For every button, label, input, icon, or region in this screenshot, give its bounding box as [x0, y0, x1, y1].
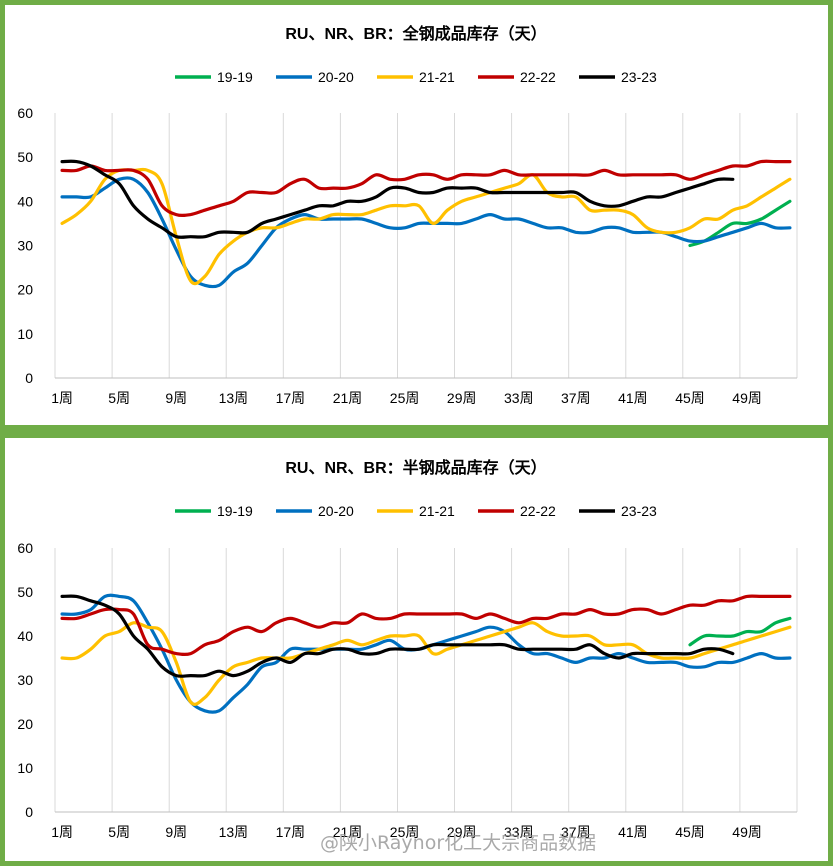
gridlines: [54, 113, 798, 378]
legend-label: 19-19: [217, 503, 253, 519]
y-tick-label: 20: [17, 716, 33, 732]
y-tick-label: 50: [17, 584, 33, 600]
x-tick-label: 1周: [51, 390, 73, 406]
x-tick-label: 9周: [165, 824, 187, 840]
y-tick-label: 30: [17, 672, 33, 688]
x-tick-label: 29周: [447, 824, 477, 840]
y-tick-label: 10: [17, 326, 33, 342]
series-line-23-23: [60, 159, 735, 239]
x-tick-label: 17周: [276, 390, 306, 406]
y-tick-label: 60: [17, 105, 33, 121]
legend-label: 20-20: [318, 503, 354, 519]
y-tick-label: 40: [17, 193, 33, 209]
chart-title: RU、NR、BR：半钢成品库存（天）: [285, 458, 546, 477]
y-tick-label: 20: [17, 282, 33, 298]
chart-panel-top: RU、NR、BR：全钢成品库存（天） 19-19 20-20 21-21 22-22 23…: [5, 5, 828, 425]
legend: 19-19 20-20 21-21 22-22 23-23: [175, 503, 657, 519]
y-tick-label: 60: [17, 540, 33, 556]
x-tick-label: 1周: [51, 824, 73, 840]
y-tick-label: 40: [17, 628, 33, 644]
x-tick-label: 41周: [618, 390, 648, 406]
y-axis: 0 10 20 30 40 50 60: [17, 540, 33, 820]
x-tick-label: 5周: [108, 824, 130, 840]
legend-label: 21-21: [419, 69, 455, 85]
x-tick-label: 33周: [504, 824, 534, 840]
series-line-23-23: [60, 594, 735, 678]
y-tick-label: 50: [17, 149, 33, 165]
x-tick-label: 37周: [561, 824, 591, 840]
chart-title: RU、NR、BR：全钢成品库存（天）: [285, 24, 546, 43]
series-line-22-22: [60, 594, 792, 657]
x-tick-label: 13周: [219, 390, 249, 406]
legend-label: 22-22: [520, 69, 556, 85]
chart-panel-bottom: RU、NR、BR：半钢成品库存（天） 19-19 20-20 21-21 22-22 23…: [5, 438, 828, 861]
chart-semi-steel-inventory: RU、NR、BR：半钢成品库存（天） 19-19 20-20 21-21 22-22 23…: [17, 458, 798, 840]
series-line-21-21: [60, 621, 792, 706]
x-tick-label: 17周: [276, 824, 306, 840]
series-line-21-21: [60, 167, 792, 286]
y-tick-label: 30: [17, 238, 33, 254]
series-line-22-22: [60, 159, 792, 218]
legend-label: 23-23: [621, 503, 657, 519]
x-tick-label: 29周: [447, 390, 477, 406]
x-tick-label: 5周: [108, 390, 130, 406]
x-axis: 1周 5周 9周 13周 17周 21周 25周 29周 33周 37周 41周 45周 49周: [51, 824, 762, 840]
x-axis: 1周 5周 9周 13周 17周 21周 25周 29周 33周 37周 41周 45周 49周: [51, 390, 762, 406]
y-tick-label: 0: [25, 804, 33, 820]
gridlines: [54, 548, 798, 812]
x-tick-label: 49周: [732, 824, 762, 840]
x-tick-label: 21周: [333, 390, 363, 406]
legend-label: 22-22: [520, 503, 556, 519]
x-tick-label: 37周: [561, 390, 591, 406]
x-tick-label: 41周: [618, 824, 648, 840]
legend-label: 21-21: [419, 503, 455, 519]
x-tick-label: 21周: [333, 824, 363, 840]
x-tick-label: 45周: [675, 824, 705, 840]
x-tick-label: 33周: [504, 390, 534, 406]
series-line-19-19: [688, 616, 792, 647]
x-tick-label: 45周: [675, 390, 705, 406]
x-tick-label: 25周: [390, 824, 420, 840]
y-axis: 0 10 20 30 40 50 60: [17, 105, 33, 386]
x-tick-label: 13周: [219, 824, 249, 840]
chart-full-steel-inventory: RU、NR、BR：全钢成品库存（天） 19-19 20-20 21-21 22-22 23…: [17, 24, 798, 406]
y-tick-label: 0: [25, 370, 33, 386]
legend-label: 23-23: [621, 69, 657, 85]
watermark-text: @陕小Raynor化工大宗商品数据: [320, 832, 597, 854]
x-tick-label: 9周: [165, 390, 187, 406]
x-tick-label: 49周: [732, 390, 762, 406]
legend-label: 20-20: [318, 69, 354, 85]
y-tick-label: 10: [17, 760, 33, 776]
x-tick-label: 25周: [390, 390, 420, 406]
legend-label: 19-19: [217, 69, 253, 85]
legend: 19-19 20-20 21-21 22-22 23-23: [175, 69, 657, 85]
